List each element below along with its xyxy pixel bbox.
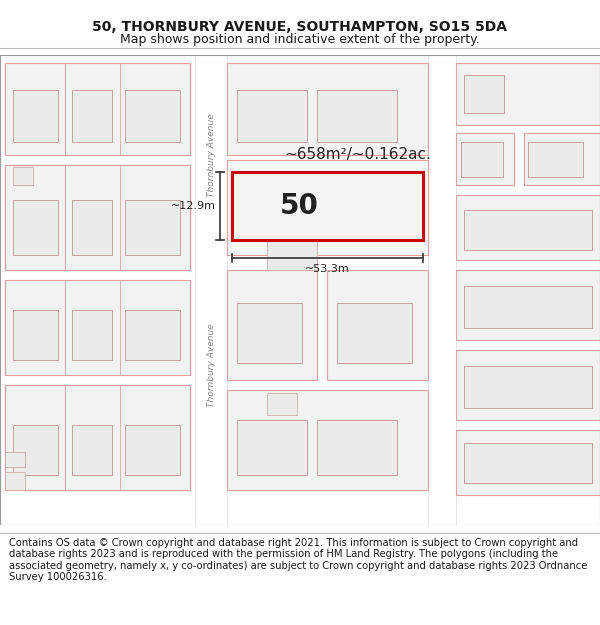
Bar [464, 210, 592, 250]
Bar [456, 133, 514, 185]
Bar [428, 55, 456, 525]
Bar [524, 133, 600, 185]
Bar [5, 165, 190, 270]
Bar [227, 63, 428, 155]
Bar [125, 310, 180, 360]
Bar [5, 452, 25, 467]
Bar [5, 280, 190, 375]
Bar [125, 90, 180, 142]
Bar [327, 270, 428, 380]
Text: Thornbury Avenue: Thornbury Avenue [206, 323, 215, 407]
Bar [195, 55, 227, 525]
Bar [5, 385, 190, 490]
Bar [237, 420, 307, 475]
Bar [337, 303, 412, 363]
Bar [72, 90, 112, 142]
Text: Contains OS data © Crown copyright and database right 2021. This information is : Contains OS data © Crown copyright and d… [9, 538, 587, 582]
Bar [5, 472, 25, 490]
Bar [237, 90, 307, 142]
Bar [227, 390, 428, 490]
Text: 50: 50 [280, 192, 318, 220]
Bar [13, 90, 58, 142]
Bar [461, 142, 503, 177]
Bar [72, 200, 112, 255]
Bar [5, 63, 190, 155]
Bar [227, 270, 317, 380]
Bar [72, 310, 112, 360]
Text: ~658m²/~0.162ac.: ~658m²/~0.162ac. [284, 146, 431, 161]
Bar [464, 366, 592, 408]
Bar [464, 443, 592, 483]
Bar [227, 160, 428, 255]
Bar [125, 425, 180, 475]
Bar [464, 75, 504, 113]
Bar [456, 350, 600, 420]
Text: Thornbury Avenue: Thornbury Avenue [206, 113, 215, 197]
Bar [456, 63, 600, 125]
Text: ~12.9m: ~12.9m [171, 201, 216, 211]
Bar [232, 172, 423, 240]
Text: 50, THORNBURY AVENUE, SOUTHAMPTON, SO15 5DA: 50, THORNBURY AVENUE, SOUTHAMPTON, SO15 … [92, 20, 508, 34]
Bar [13, 425, 58, 475]
Bar [72, 425, 112, 475]
Bar [267, 240, 317, 270]
Bar [13, 167, 33, 185]
Bar [13, 200, 58, 255]
Bar [267, 393, 297, 415]
Bar [237, 303, 302, 363]
Text: Map shows position and indicative extent of the property.: Map shows position and indicative extent… [120, 32, 480, 46]
Bar [456, 430, 600, 495]
Bar [456, 270, 600, 340]
Bar [13, 310, 58, 360]
Bar [317, 420, 397, 475]
Bar [456, 195, 600, 260]
Bar [528, 142, 583, 177]
Bar [317, 90, 397, 142]
Bar [464, 286, 592, 328]
Text: ~53.3m: ~53.3m [305, 264, 350, 274]
Bar [125, 200, 180, 255]
